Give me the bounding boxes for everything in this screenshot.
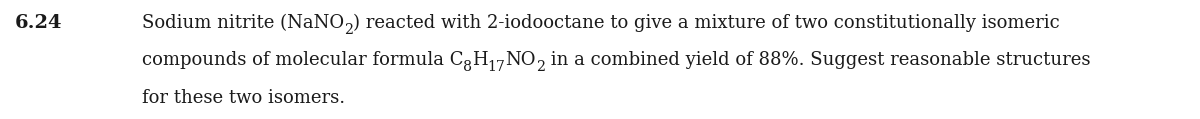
Text: compounds of molecular formula C: compounds of molecular formula C bbox=[142, 51, 463, 69]
Text: Sodium nitrite (NaNO: Sodium nitrite (NaNO bbox=[142, 14, 343, 32]
Text: NO: NO bbox=[505, 51, 536, 69]
Text: 2: 2 bbox=[536, 60, 545, 74]
Text: for these two isomers.: for these two isomers. bbox=[142, 89, 344, 107]
Text: 8: 8 bbox=[463, 60, 472, 74]
Text: ) reacted with 2-iodooctane to give a mixture of two constitutionally isomeric: ) reacted with 2-iodooctane to give a mi… bbox=[353, 14, 1060, 32]
Text: 6.24: 6.24 bbox=[14, 14, 62, 32]
Text: 2: 2 bbox=[343, 23, 353, 37]
Text: H: H bbox=[472, 51, 487, 69]
Text: in a combined yield of 88%. Suggest reasonable structures: in a combined yield of 88%. Suggest reas… bbox=[545, 51, 1091, 69]
Text: 17: 17 bbox=[487, 60, 505, 74]
